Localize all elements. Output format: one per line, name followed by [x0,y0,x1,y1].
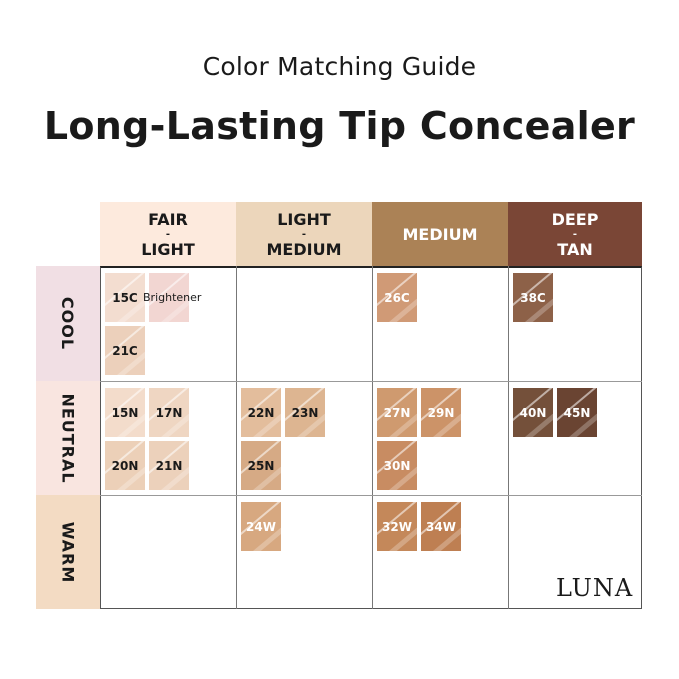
shade-swatch-29n[interactable]: 29N [421,388,461,437]
shade-swatch-21c[interactable]: 21C [105,326,145,375]
shade-swatch-32w[interactable]: 32W [377,502,417,551]
column-header-dash: - [572,228,578,240]
shade-label: 29N [427,405,455,420]
shade-swatch-24w[interactable]: 24W [241,502,281,551]
shade-swatch-21n[interactable]: 21N [149,441,189,490]
shade-label: Brightener [143,291,202,304]
shade-label: 24W [246,519,276,534]
shade-cell: 15N 17N 20N 21N [100,381,236,495]
column-divider [372,266,373,609]
shade-label: 22N [247,405,275,420]
column-header-bottom: MEDIUM [266,239,342,259]
shade-swatch-27n[interactable]: 27N [377,388,417,437]
shade-swatch-34w[interactable]: 34W [421,502,461,551]
shade-cell: 40N 45N [508,381,642,495]
shade-swatch-25n[interactable]: 25N [241,441,281,490]
column-header-top: FAIR [148,209,188,229]
shade-cell [236,266,372,381]
column-divider [236,266,237,609]
column-header-3: DEEP - TAN [508,202,642,266]
row-header-label: WARM [58,521,78,583]
table-border [100,266,642,609]
column-header-dash: - [165,228,171,240]
brand-logo: LUNA [556,574,634,602]
shade-label: 15N [111,405,139,420]
row-header-label: NEUTRAL [58,392,78,484]
shade-swatch-38c[interactable]: 38C [513,273,553,322]
shade-swatch-45n[interactable]: 45N [557,388,597,437]
column-header-1: LIGHT - MEDIUM [236,202,372,266]
shade-swatch-20n[interactable]: 20N [105,441,145,490]
shade-cell: 15C Brightener 21C [100,266,236,381]
shade-swatch-30n[interactable]: 30N [377,441,417,490]
shade-label: 23N [291,405,319,420]
shade-label: 17N [155,405,183,420]
shade-cell: 22N 23N 25N [236,381,372,495]
shade-label: 15C [112,290,138,305]
row-header-neutral: NEUTRAL [36,381,100,495]
shade-label: 38C [520,290,546,305]
row-divider [100,381,642,382]
column-divider [508,266,509,609]
shade-swatch-15n[interactable]: 15N [105,388,145,437]
shade-label: 34W [426,519,456,534]
shade-swatch-brightener[interactable]: Brightener [143,273,201,322]
row-header-warm: WARM [36,495,100,609]
row-header-label: COOL [58,296,78,351]
shade-label: 21N [155,458,183,473]
shade-label: 40N [519,405,547,420]
page-title: Long-Lasting Tip Concealer [43,104,636,148]
shade-swatch-15c[interactable]: 15C [105,273,145,322]
shade-cell: 26C [372,266,508,381]
shade-label: 25N [247,458,275,473]
shade-swatch-40n[interactable]: 40N [513,388,553,437]
shade-label: 45N [563,405,591,420]
shade-label: 32W [382,519,412,534]
shade-swatch-26c[interactable]: 26C [377,273,417,322]
shade-label: 27N [383,405,411,420]
shade-cell: 24W [236,495,372,609]
column-header-bottom: TAN [557,239,593,259]
subtitle: Color Matching Guide [202,52,477,81]
shade-cell: 32W 34W [372,495,508,609]
column-header-top: MEDIUM [402,224,478,244]
column-header-top: LIGHT [277,209,331,229]
shade-label: 21C [112,343,138,358]
column-header-2: MEDIUM [372,202,508,266]
shade-swatch-23n[interactable]: 23N [285,388,325,437]
shade-label: 30N [383,458,411,473]
shade-label: 20N [111,458,139,473]
column-header-bottom: LIGHT [141,239,195,259]
row-divider [100,495,642,496]
row-header-cool: COOL [36,266,100,381]
column-header-0: FAIR - LIGHT [100,202,236,266]
shade-cell [100,495,236,609]
shade-cell: 38C [508,266,642,381]
shade-label: 26C [384,290,410,305]
column-header-dash: - [301,228,307,240]
shade-cell: 27N 29N 30N [372,381,508,495]
shade-swatch-22n[interactable]: 22N [241,388,281,437]
column-header-top: DEEP [551,209,599,229]
shade-swatch-17n[interactable]: 17N [149,388,189,437]
